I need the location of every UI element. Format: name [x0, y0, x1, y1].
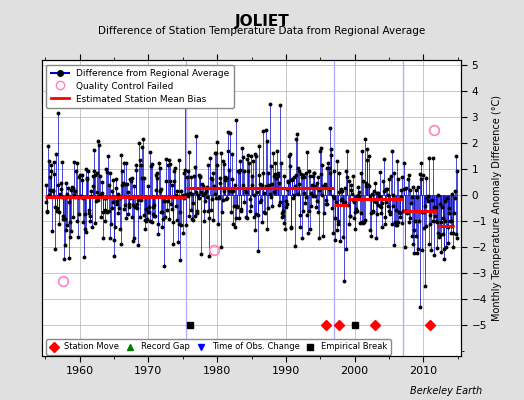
- Legend: Station Move, Record Gap, Time of Obs. Change, Empirical Break: Station Move, Record Gap, Time of Obs. C…: [46, 339, 391, 355]
- Text: Difference of Station Temperature Data from Regional Average: Difference of Station Temperature Data f…: [99, 26, 425, 36]
- Y-axis label: Monthly Temperature Anomaly Difference (°C): Monthly Temperature Anomaly Difference (…: [493, 95, 503, 321]
- Text: JOLIET: JOLIET: [235, 14, 289, 29]
- Text: Berkeley Earth: Berkeley Earth: [410, 386, 482, 396]
